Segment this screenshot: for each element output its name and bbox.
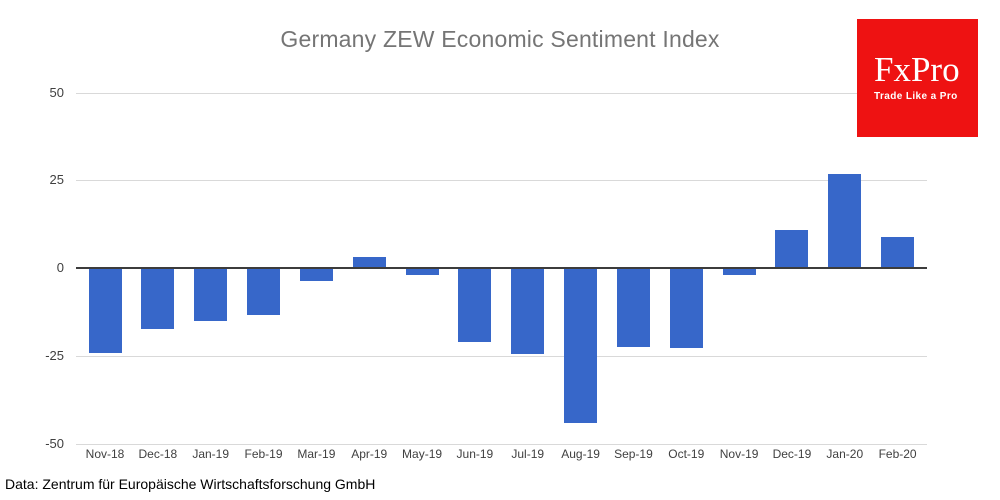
bar-apr-19 <box>352 257 386 268</box>
bar-sep-19 <box>616 268 650 347</box>
x-tick-label: Dec-19 <box>772 447 812 461</box>
bar-dec-18 <box>141 268 175 330</box>
x-tick-label: May-19 <box>402 447 443 461</box>
x-tick-label: Jan-19 <box>192 447 230 461</box>
x-tick-label: Nov-19 <box>719 447 759 461</box>
bar-nov-18 <box>88 268 122 353</box>
x-tick-label: Oct-19 <box>668 447 705 461</box>
y-tick-label: 0 <box>56 260 64 275</box>
bar-jun-19 <box>458 268 492 343</box>
bar-aug-19 <box>564 268 598 423</box>
bar-jul-19 <box>511 268 545 354</box>
bar-oct-19 <box>669 268 703 349</box>
gridline-y50 <box>76 92 927 94</box>
bar-jan-19 <box>194 268 228 321</box>
x-tick-label: Jun-19 <box>456 447 494 461</box>
x-tick-label: Jan-20 <box>826 447 864 461</box>
x-tick-label: Sep-19 <box>614 447 653 461</box>
gridline-y-50 <box>76 443 927 445</box>
x-tick-label: Dec-18 <box>138 447 178 461</box>
data-source-note: Data: Zentrum für Europäische Wirtschaft… <box>5 476 376 492</box>
y-tick-label: -50 <box>45 435 64 451</box>
y-tick-label: 25 <box>49 172 64 188</box>
bar-may-19 <box>405 268 439 276</box>
fxpro-tagline: Trade Like a Pro <box>874 91 958 102</box>
y-tick-label: -25 <box>45 347 64 363</box>
y-tick-label: 50 <box>49 84 64 100</box>
bar-dec-19 <box>775 230 809 268</box>
x-tick-label: Mar-19 <box>297 447 336 461</box>
x-tick-label: Feb-19 <box>244 447 283 461</box>
x-tick-label: Feb-20 <box>878 447 917 461</box>
bar-feb-20 <box>881 237 915 268</box>
gridline-y-25 <box>76 355 927 357</box>
bar-nov-19 <box>722 268 756 276</box>
gridline-y25 <box>76 180 927 182</box>
x-axis-zero-line <box>76 267 927 269</box>
x-tick-label: Nov-18 <box>85 447 125 461</box>
bar-feb-19 <box>247 268 281 316</box>
x-tick-label: Aug-19 <box>561 447 600 461</box>
bar-mar-19 <box>299 268 333 281</box>
x-tick-label: Apr-19 <box>351 447 388 461</box>
bar-jan-20 <box>828 174 862 268</box>
x-tick-label: Jul-19 <box>511 447 545 461</box>
chart-title: Germany ZEW Economic Sentiment Index <box>280 26 720 52</box>
fxpro-logo: FxPro Trade Like a Pro <box>857 19 978 137</box>
fxpro-wordmark: FxPro <box>874 50 960 89</box>
